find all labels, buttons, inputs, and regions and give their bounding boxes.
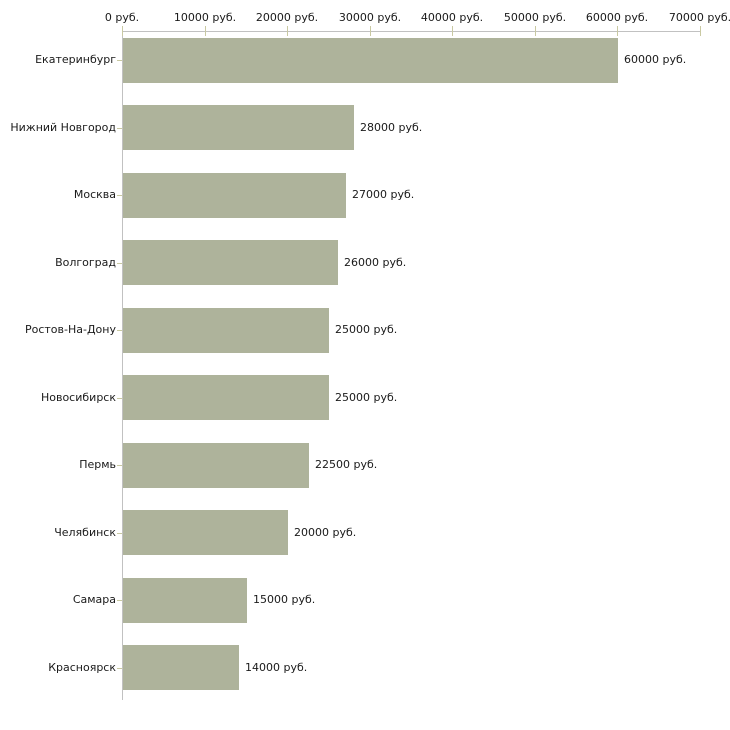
x-axis-tick-label: 10000 руб. — [173, 11, 237, 24]
bar-value-label: 27000 руб. — [352, 188, 415, 201]
category-tick — [117, 465, 122, 466]
bar — [123, 645, 239, 690]
x-axis-tick-label: 60000 руб. — [585, 11, 649, 24]
bar — [123, 510, 288, 555]
bar-value-label: 20000 руб. — [294, 526, 357, 539]
category-label: Пермь — [79, 458, 116, 471]
category-tick — [117, 533, 122, 534]
bar — [123, 240, 338, 285]
category-tick — [117, 263, 122, 264]
x-axis-tick-label: 40000 руб. — [420, 11, 484, 24]
bar-value-label: 25000 руб. — [335, 323, 398, 336]
bar-value-label: 15000 руб. — [253, 593, 316, 606]
category-label: Красноярск — [48, 661, 116, 674]
bar-value-label: 14000 руб. — [245, 661, 308, 674]
x-axis-tick — [122, 26, 123, 36]
category-label: Челябинск — [54, 526, 116, 539]
x-axis-tick-label: 70000 руб. — [668, 11, 730, 24]
bar-value-label: 22500 руб. — [315, 458, 378, 471]
x-axis-tick-label: 0 руб. — [104, 11, 140, 24]
category-label: Екатеринбург — [35, 53, 116, 66]
bar — [123, 38, 618, 83]
x-axis-tick-label: 30000 руб. — [338, 11, 402, 24]
category-label: Ростов-На-Дону — [24, 323, 116, 336]
category-tick — [117, 668, 122, 669]
category-tick — [117, 128, 122, 129]
category-label: Волгоград — [55, 256, 116, 269]
bar-value-label: 25000 руб. — [335, 391, 398, 404]
x-axis-tick-label: 50000 руб. — [503, 11, 567, 24]
category-tick — [117, 60, 122, 61]
x-axis-tick-label: 20000 руб. — [255, 11, 319, 24]
category-label: Самара — [72, 593, 116, 606]
bar — [123, 443, 309, 488]
x-axis-tick — [535, 26, 536, 36]
x-axis-tick — [205, 26, 206, 36]
category-tick — [117, 600, 122, 601]
category-tick — [117, 195, 122, 196]
x-axis-tick — [700, 26, 701, 36]
x-axis-tick — [370, 26, 371, 36]
bar — [123, 173, 346, 218]
bar — [123, 308, 329, 353]
bar-value-label: 28000 руб. — [360, 121, 423, 134]
bar-value-label: 60000 руб. — [624, 53, 687, 66]
bar — [123, 578, 247, 623]
x-axis-line — [122, 31, 701, 32]
x-axis-tick — [617, 26, 618, 36]
bar — [123, 105, 354, 150]
category-label: Новосибирск — [40, 391, 116, 404]
y-axis-line — [122, 31, 123, 700]
bar — [123, 375, 329, 420]
x-axis-tick — [287, 26, 288, 36]
category-tick — [117, 330, 122, 331]
bar-value-label: 26000 руб. — [344, 256, 407, 269]
category-label: Москва — [73, 188, 116, 201]
category-label: Нижний Новгород — [10, 121, 116, 134]
category-tick — [117, 398, 122, 399]
x-axis-tick — [452, 26, 453, 36]
